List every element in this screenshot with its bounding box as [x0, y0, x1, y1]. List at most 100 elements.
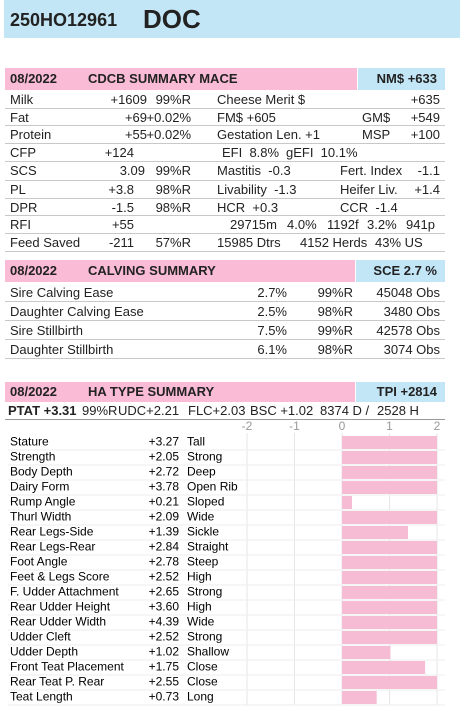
trait-name: Rear Udder Width [10, 615, 106, 629]
calving-cell: Sire Stillbirth [10, 323, 83, 338]
trait-value: +1.75 [149, 660, 180, 674]
calving-cell: 98%R [317, 304, 353, 319]
calving-cell: 2.5% [257, 304, 287, 319]
trait-value: +2.72 [149, 465, 180, 479]
trait-descriptor: Strong [187, 630, 222, 644]
trait-value: +2.09 [149, 510, 180, 524]
mace-cell: +1609 [110, 92, 147, 107]
trait-value: +2.65 [149, 585, 180, 599]
trait-value: +3.78 [149, 480, 180, 494]
calving-cell: 45048 Obs [376, 285, 440, 300]
trait-value: +2.84 [149, 540, 180, 554]
trait-name: Dairy Form [10, 480, 69, 494]
trait-name: F. Udder Attachment [10, 585, 119, 599]
mace-cell: HCR +0.3 [217, 200, 279, 215]
calving-cell: 6.1% [257, 342, 287, 357]
trait-name: Rear Legs-Rear [10, 540, 95, 554]
trait-descriptor: Shallow [187, 645, 229, 659]
bar [342, 436, 437, 449]
mace-cell: 15985 Dtrs [217, 235, 281, 250]
type-info: 8374 D / [320, 403, 370, 418]
section-bar [5, 68, 357, 90]
trait-value: +0.21 [149, 495, 180, 509]
mace-cell: PL [10, 182, 26, 197]
row-line [5, 419, 445, 420]
trait-value: +2.05 [149, 450, 180, 464]
mace-cell: Cheese Merit $ [217, 92, 306, 107]
mace-cell: +100 [410, 127, 440, 142]
section-index: SCE 2.7 % [373, 263, 437, 278]
mace-cell: 941p [406, 217, 435, 232]
section-title: CALVING SUMMARY [88, 263, 216, 278]
bar [342, 691, 377, 704]
trait-value: +3.27 [149, 435, 180, 449]
mace-cell: SCS [10, 163, 37, 178]
index-box [356, 382, 445, 402]
section-date: 08/2022 [10, 263, 57, 278]
mace-cell: +549 [410, 110, 440, 125]
trait-value: +2.78 [149, 555, 180, 569]
section-bar [5, 382, 355, 402]
trait-descriptor: Strong [187, 585, 222, 599]
x-tick-label: 2 [434, 419, 441, 433]
mace-cell: CCR -1.4 [340, 200, 398, 215]
calving-cell: 3074 Obs [383, 342, 440, 357]
trait-name: Rear Teat P. Rear [10, 675, 104, 689]
mace-cell: -1.5 [111, 200, 134, 215]
type-info: UDC+2.21 [118, 403, 180, 418]
trait-value: +1.39 [149, 525, 180, 539]
row-line [5, 358, 445, 359]
trait-descriptor: Sickle [187, 525, 219, 539]
row-line [5, 161, 445, 162]
mace-cell: Mastitis -0.3 [217, 163, 291, 178]
calving-cell: Daughter Calving Ease [10, 304, 144, 319]
row-line [5, 215, 445, 216]
trait-descriptor: Deep [187, 465, 216, 479]
trait-value: +2.52 [149, 630, 180, 644]
mace-cell: RFI [10, 217, 31, 232]
row-line [5, 233, 445, 234]
mace-cell: 98%R [155, 200, 191, 215]
bar [342, 451, 437, 464]
trait-name: Udder Cleft [10, 630, 71, 644]
bar [342, 466, 437, 479]
trait-descriptor: Long [187, 690, 214, 704]
mace-cell: +0.02% [146, 127, 191, 142]
trait-value: +2.55 [149, 675, 180, 689]
bar [342, 676, 437, 689]
mace-cell: CFP [10, 145, 36, 160]
mace-cell: Livability -1.3 [217, 182, 297, 197]
trait-name: Teat Length [10, 690, 73, 704]
type-info: BSC +1.02 [250, 403, 314, 418]
calving-cell: 2.7% [257, 285, 287, 300]
mace-cell: Feed Saved [10, 235, 81, 250]
bar [342, 571, 437, 584]
trait-descriptor: Strong [187, 450, 222, 464]
trait-name: Rear Udder Height [10, 600, 111, 614]
mace-cell: -211 [108, 235, 134, 250]
trait-descriptor: High [187, 600, 212, 614]
mace-cell: Fat [10, 110, 29, 125]
mace-cell: DPR [10, 200, 38, 215]
row-line [5, 251, 445, 252]
trait-value: +4.39 [149, 615, 180, 629]
row-line [5, 180, 445, 181]
trait-descriptor: Straight [187, 540, 229, 554]
mace-cell: Heifer Liv. [340, 182, 398, 197]
trait-descriptor: Open Rib [187, 480, 238, 494]
calving-cell: 98%R [317, 342, 353, 357]
sire-name: DOC [143, 4, 201, 34]
mace-cell: 98%R [155, 182, 191, 197]
bar [342, 616, 437, 629]
mace-cell: EFI 8.8% [222, 145, 280, 160]
mace-cell: gEFI 10.1% [286, 145, 358, 160]
mace-cell: 3.2% [367, 217, 397, 232]
bars [342, 436, 437, 704]
trait-value: +0.73 [149, 690, 180, 704]
trait-descriptor: Wide [187, 615, 215, 629]
calving-cell: 3480 Obs [383, 304, 440, 319]
trait-descriptor: Steep [187, 555, 219, 569]
trait-name: Thurl Width [10, 510, 71, 524]
